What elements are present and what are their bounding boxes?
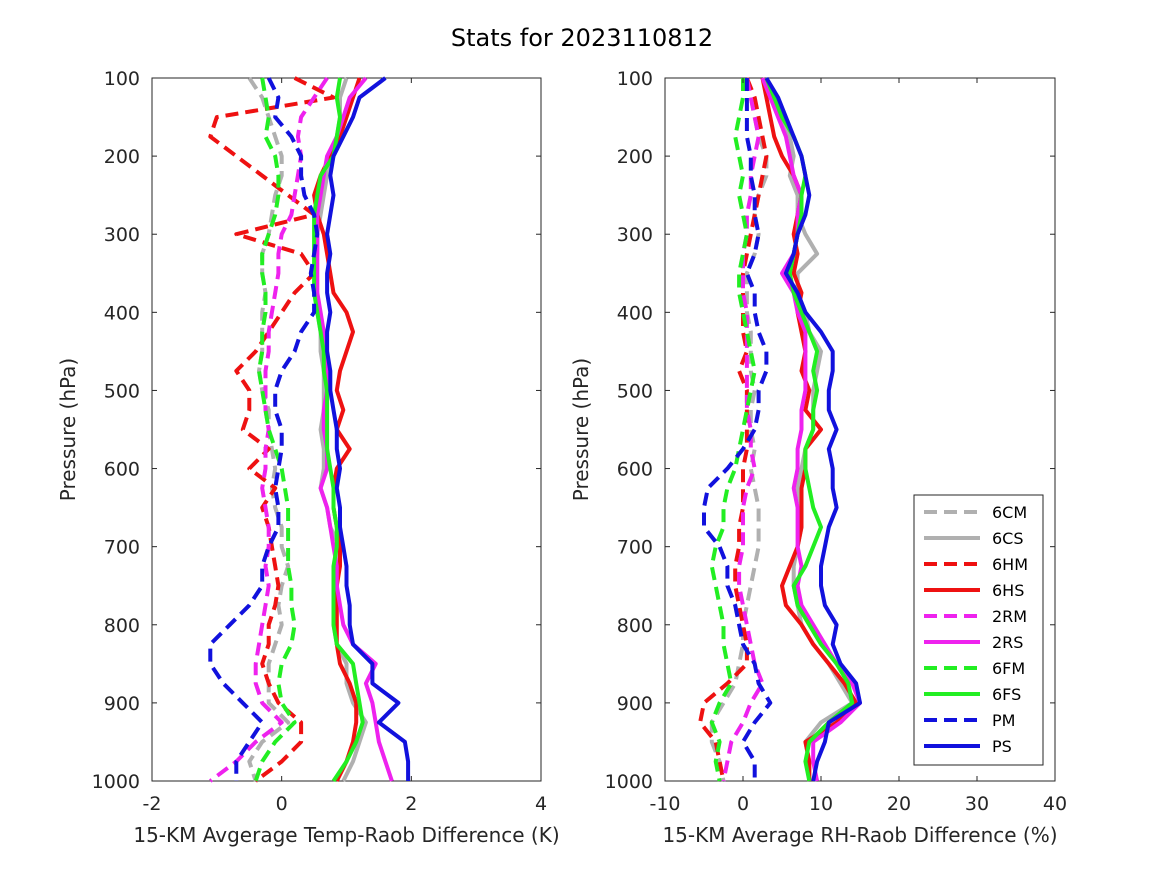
legend-label-2rm: 2RM — [992, 607, 1027, 626]
y-tick-label: 300 — [104, 224, 140, 246]
temp-difference-chart: -2 0 2 4 100 200 300 400 500 600 700 800 900 1000 15-K… — [56, 68, 560, 847]
y-tick-label: 300 — [617, 224, 653, 246]
x-tick-label: -10 — [649, 793, 680, 815]
y-tick-label: 200 — [104, 146, 140, 168]
y-tick-label: 100 — [104, 68, 140, 90]
series-line-6fm — [253, 77, 297, 782]
series-line-6hm — [698, 77, 769, 782]
y-tick-label: 500 — [104, 380, 140, 402]
legend-label-6fm: 6FM — [992, 659, 1025, 678]
y-tick-label: 600 — [104, 459, 140, 481]
y-tick-label: 200 — [617, 146, 653, 168]
x-tick-label: 10 — [809, 793, 833, 815]
series-line-pm — [702, 78, 773, 781]
series-line-6hm — [208, 76, 336, 783]
y-tick-label: 900 — [617, 693, 653, 715]
y-tick-label: 700 — [617, 537, 653, 559]
legend-label-ps: PS — [992, 737, 1012, 756]
series-line-ps — [764, 76, 862, 782]
series-line-pm — [208, 77, 320, 781]
legend-label-6fs: 6FS — [992, 685, 1021, 704]
y-axis-label: Pressure (hPa) — [56, 358, 80, 501]
x-tick-label: 2 — [405, 793, 417, 815]
y-tick-label: 700 — [104, 537, 140, 559]
legend-label-2rs: 2RS — [992, 633, 1023, 652]
series-line-6fs — [312, 77, 365, 783]
series-line-ps — [325, 76, 411, 781]
rh-difference-chart: -10 0 10 20 30 40 100 200 300 400 500 600 700 800 900 1… — [569, 68, 1067, 847]
y-tick-label: 800 — [104, 615, 140, 637]
legend-label-pm: PM — [992, 711, 1015, 730]
legend-label-6cs: 6CS — [992, 529, 1024, 548]
legend: 6CM 6CS 6HM 6HS 2RM 2RS 6FM 6FS PM PS — [913, 494, 1044, 766]
x-tick-label: 40 — [1043, 793, 1067, 815]
x-tick-label: 30 — [965, 793, 989, 815]
figure-title: Stats for 2023110812 — [451, 24, 713, 52]
series-line-6cs — [312, 77, 368, 782]
y-tick-label: 400 — [104, 302, 140, 324]
y-tick-label: 1000 — [92, 771, 140, 793]
x-tick-label: -2 — [143, 793, 162, 815]
y-tick-label: 800 — [617, 615, 653, 637]
x-tick-label: 0 — [737, 793, 749, 815]
series-line-2rs — [315, 76, 394, 782]
x-tick-label: 0 — [276, 793, 288, 815]
y-tick-label: 900 — [104, 693, 140, 715]
legend-box — [913, 494, 1044, 766]
y-tick-label: 600 — [617, 459, 653, 481]
series-line-2rm — [209, 76, 329, 783]
x-tick-label: 20 — [887, 793, 911, 815]
x-axis-label: 15-KM Avgerage Temp-Raob Difference (K) — [133, 823, 559, 847]
y-tick-label: 500 — [617, 380, 653, 402]
y-axis-label: Pressure (hPa) — [569, 358, 593, 501]
x-tick-label: 4 — [535, 793, 547, 815]
y-tick-label: 100 — [617, 68, 653, 90]
legend-label-6cm: 6CM — [992, 503, 1027, 522]
series-line-6fs — [764, 77, 855, 782]
legend-label-6hm: 6HM — [992, 555, 1028, 574]
x-axis-label: 15-KM Average RH-Raob Difference (%) — [662, 823, 1057, 847]
y-tick-label: 1000 — [605, 771, 653, 793]
legend-label-6hs: 6HS — [992, 581, 1024, 600]
y-tick-label: 400 — [617, 302, 653, 324]
